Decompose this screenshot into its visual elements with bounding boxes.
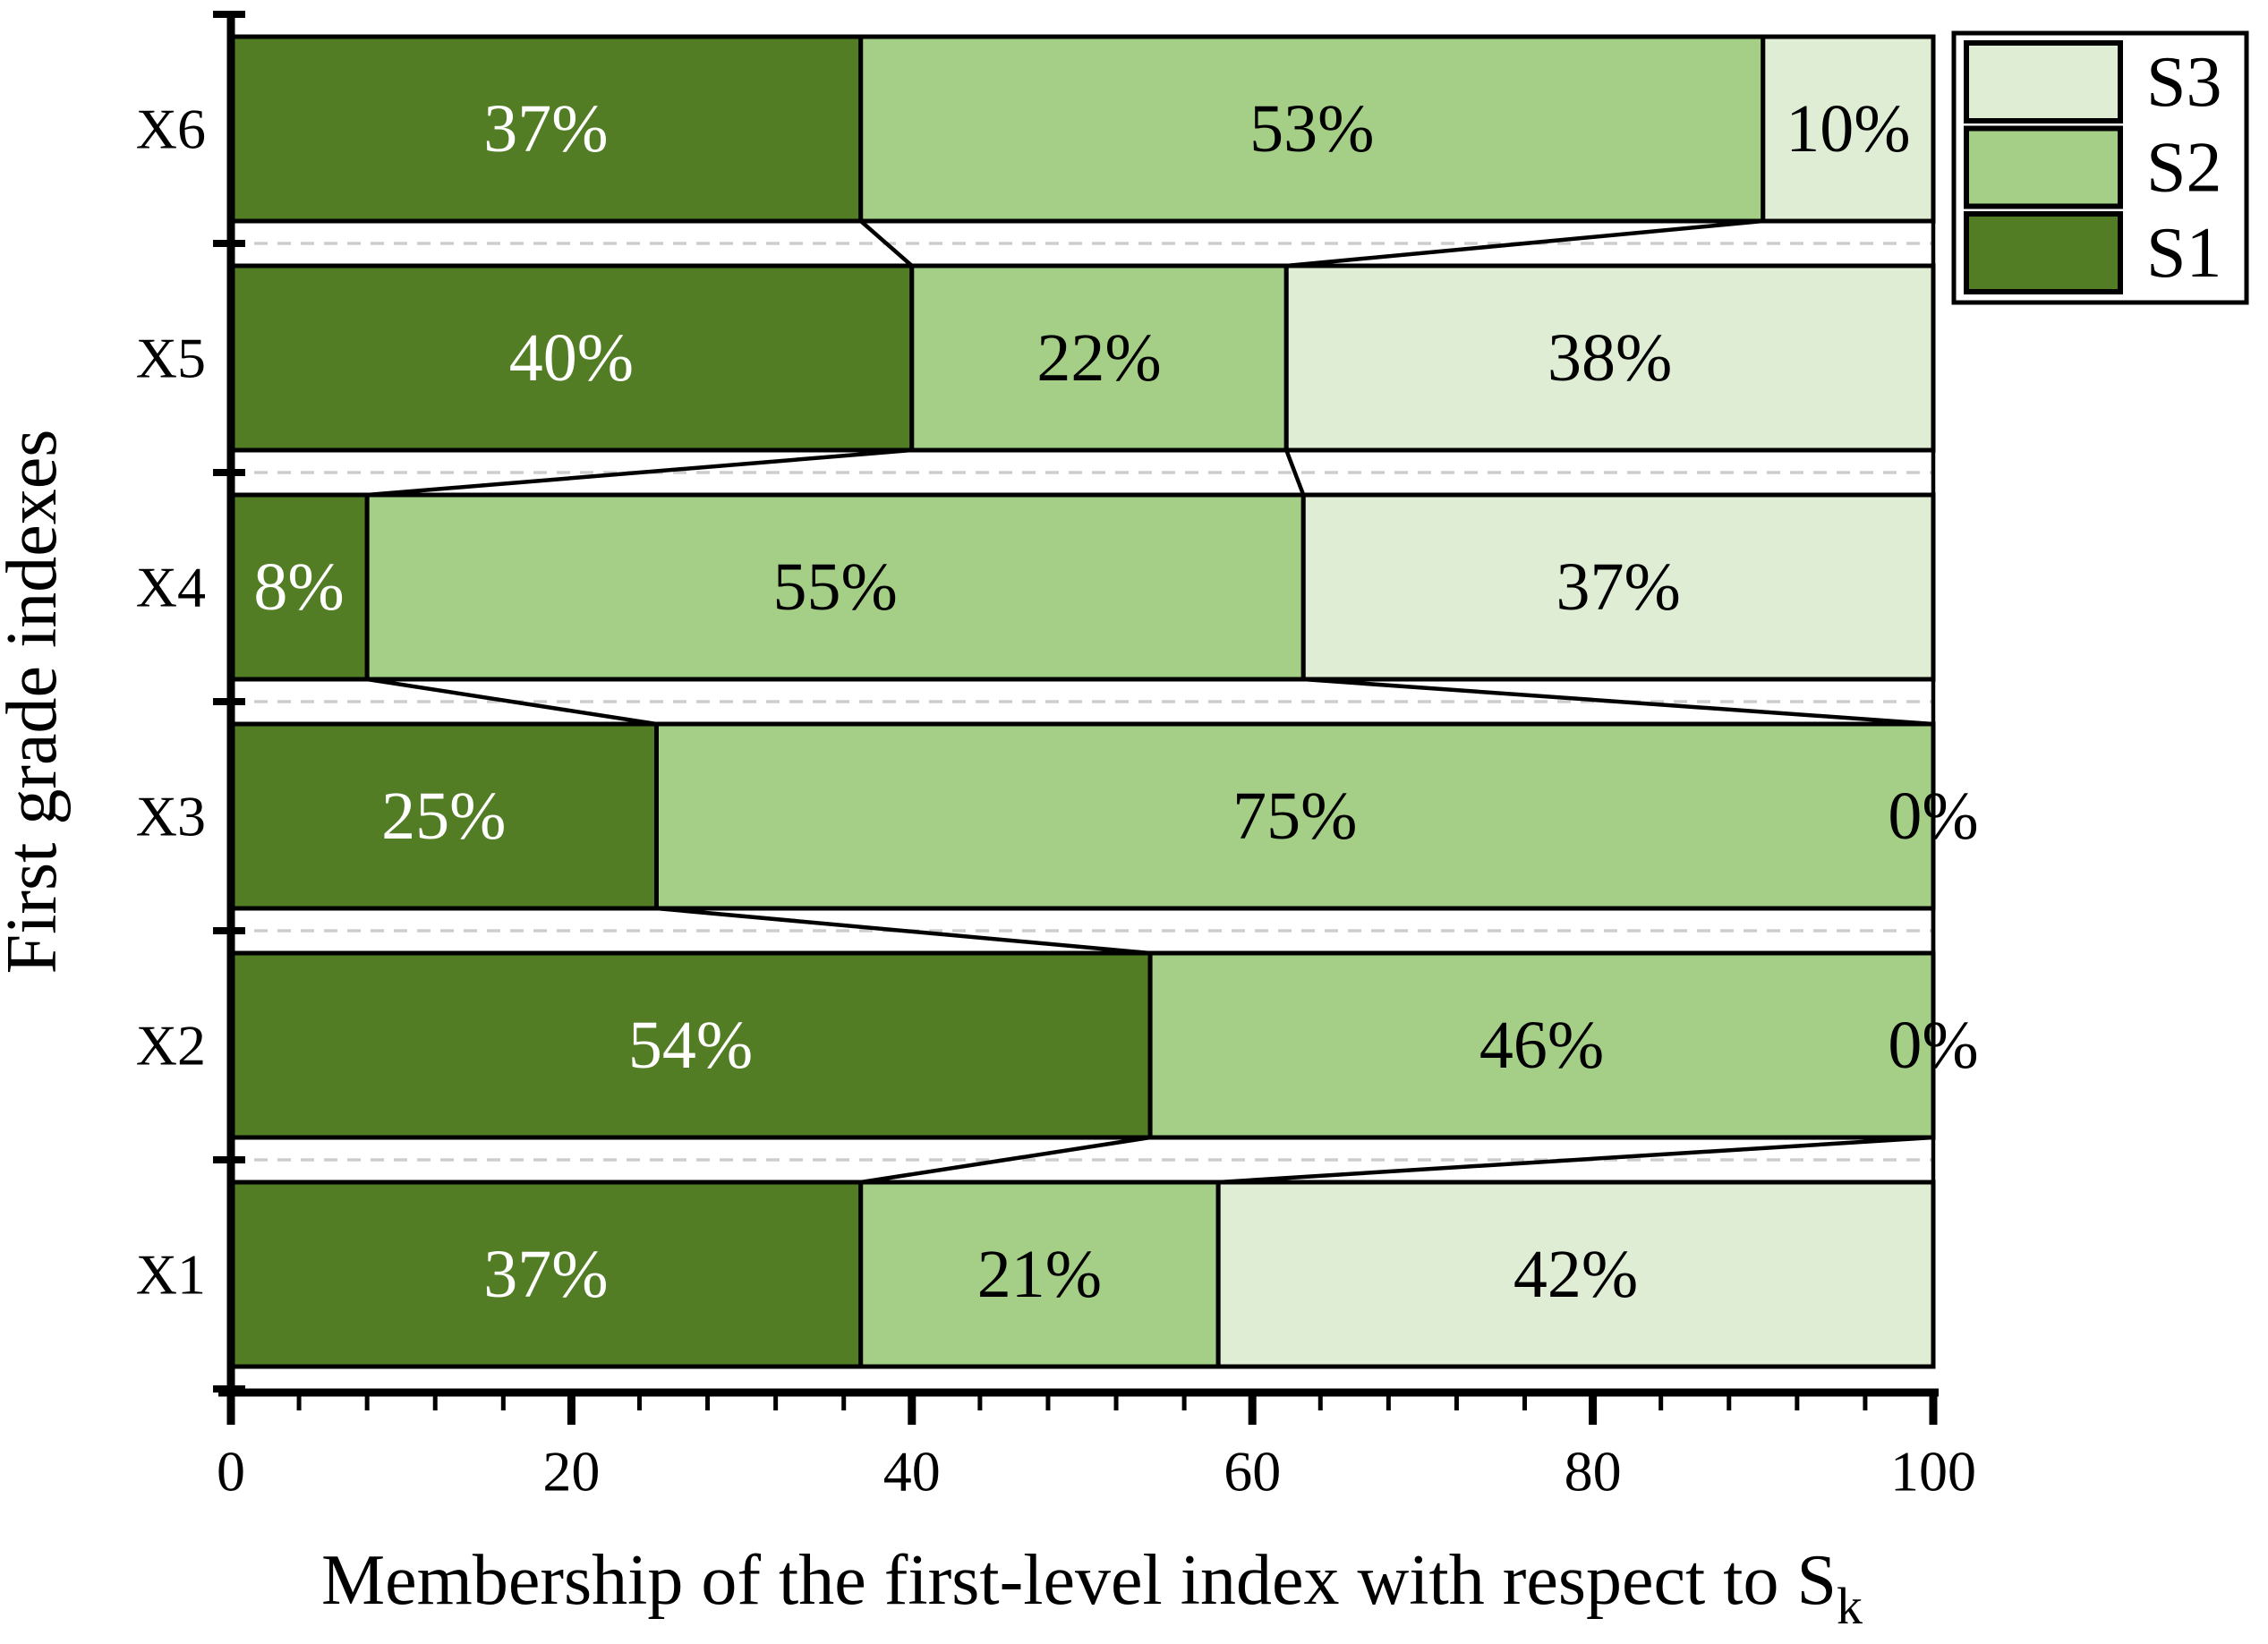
bar-value-label: 37%: [1556, 549, 1680, 625]
bar-segment-X1-S2: [858, 1180, 1221, 1369]
bar-segment-X2-S2: [1147, 950, 1936, 1140]
connector-line: [860, 1135, 1151, 1185]
bar-segment-X4-S2: [364, 492, 1306, 682]
bar-value-label: 37%: [483, 1237, 608, 1312]
bar-value-label: 40%: [509, 320, 634, 396]
bar-value-label: 55%: [773, 549, 898, 625]
bar-segment-X4-S3: [1300, 492, 1936, 682]
bar-segment-X1-S1: [228, 1180, 864, 1369]
bar-segment-X5-S3: [1283, 263, 1936, 453]
connector-line: [1286, 218, 1764, 268]
category-label-X6: X6: [136, 98, 206, 161]
connector-line: [1284, 449, 1306, 496]
bar-segment-X6-S2: [858, 34, 1766, 224]
category-label-X1: X1: [136, 1243, 206, 1307]
bar-value-label: 75%: [1232, 779, 1357, 854]
bar-segment-X1-S3: [1215, 1180, 1936, 1369]
x-tick-label: 20: [542, 1440, 600, 1503]
connector-line: [1303, 677, 1934, 727]
bar-value-label: 37%: [483, 91, 608, 166]
bar-value-label: 21%: [977, 1237, 1102, 1312]
category-label-X2: X2: [136, 1014, 206, 1078]
bar-value-label: 8%: [253, 549, 344, 625]
category-label-X3: X3: [136, 785, 206, 848]
bar-value-labels: 37% 53% 10% 40% 22% 38% 8% 55% 37% 25% 75% 0% 54% 46%…: [253, 91, 1978, 1312]
x-tick-label: 0: [217, 1440, 245, 1503]
x-tick-labels: 0 20 40 60 80 100: [217, 1440, 1976, 1503]
bar-value-label: 38%: [1548, 320, 1672, 396]
category-labels: X6 X5 X4 X3 X2 X1: [136, 98, 206, 1307]
bar-value-label: 46%: [1479, 1008, 1604, 1083]
bar-value-label: 42%: [1513, 1237, 1638, 1312]
x-tick-label: 40: [883, 1440, 941, 1503]
bar-value-label: 25%: [381, 779, 506, 854]
bar-value-label: 10%: [1786, 91, 1910, 166]
bar-segment-X6-S3: [1761, 34, 1936, 224]
bar-segment-X3-S1: [228, 721, 659, 911]
legend-label-S3: S3: [2146, 43, 2222, 122]
axes: [213, 11, 1939, 1425]
bar-segment-X3-S2: [654, 721, 1936, 911]
bar-value-label: 54%: [628, 1008, 753, 1083]
segment-connectors: [366, 218, 1936, 1185]
category-label-X5: X5: [136, 327, 206, 390]
bar-value-label: 53%: [1249, 91, 1374, 166]
legend-swatch-S2: [1964, 125, 2123, 209]
bars: [228, 34, 1936, 1369]
bar-value-label: 0%: [1888, 1008, 1978, 1083]
legend-swatch-S1: [1964, 211, 2123, 294]
x-tick-label: 80: [1565, 1440, 1622, 1503]
connector-line: [366, 677, 657, 727]
legend-label-S1: S1: [2146, 214, 2222, 293]
connector-line: [859, 219, 914, 268]
category-label-X4: X4: [136, 556, 206, 619]
x-axis-title: Membership of the first-level index with…: [321, 1541, 1863, 1635]
x-tick-label: 100: [1890, 1440, 1976, 1503]
legend-swatch-S3: [1964, 40, 2123, 124]
bar-value-label: 0%: [1888, 779, 1978, 854]
legend-label-S2: S2: [2146, 129, 2222, 208]
x-tick-label: 60: [1224, 1440, 1281, 1503]
bar-segment-X5-S2: [909, 263, 1289, 453]
connector-line: [656, 906, 1151, 956]
connector-line: [1218, 1135, 1934, 1185]
bar-value-label: 22%: [1036, 320, 1161, 396]
y-axis-title: First grade indexes: [0, 430, 72, 975]
connector-line: [366, 447, 912, 498]
